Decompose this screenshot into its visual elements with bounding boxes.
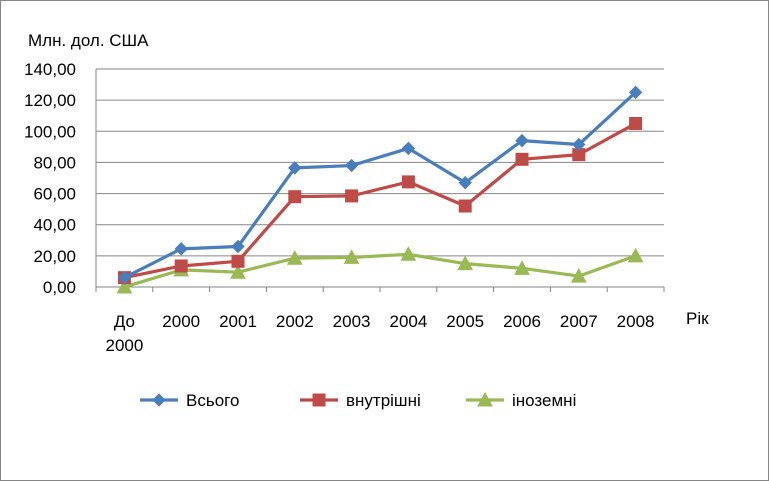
legend-label: Всього [186, 391, 239, 410]
legend-marker [312, 393, 326, 407]
data-point [288, 190, 302, 204]
legend-item: внутрішні [300, 391, 421, 410]
legend-marker [477, 391, 493, 407]
legend: Всього внутрішні іноземні [140, 391, 576, 410]
data-point [458, 175, 472, 190]
y-tick-label: 60,00 [33, 185, 76, 204]
data-point [286, 250, 303, 265]
series-line [123, 91, 637, 280]
x-axis-label: Рік [686, 309, 709, 328]
x-tick-label: 2008 [617, 312, 655, 331]
data-point [117, 270, 132, 285]
data-point [400, 246, 417, 261]
series-line [124, 122, 637, 280]
x-tick-label: 2002 [276, 312, 314, 331]
y-tick-label: 120,00 [24, 91, 76, 110]
y-tick-label: 100,00 [24, 122, 76, 141]
x-tick-label: 2001 [219, 312, 257, 331]
y-tick-label: 80,00 [33, 153, 76, 172]
gridlines [95, 68, 665, 292]
data-point [343, 249, 360, 264]
data-point [116, 278, 133, 294]
legend-item: іноземні [466, 391, 576, 410]
data-point [514, 260, 530, 275]
data-point [457, 255, 474, 271]
series-triangle [116, 246, 644, 294]
y-tick-label: 0,00 [43, 278, 76, 297]
x-tick-labels: До 2000 2000 2001 2002 2003 2004 2005 2006 2007 20… [105, 312, 654, 355]
data-point [174, 259, 188, 273]
data-point [231, 254, 245, 268]
y-tick-label: 20,00 [33, 247, 76, 266]
x-tick-label: 2006 [503, 312, 541, 331]
data-point [572, 137, 586, 152]
legend-label: іноземні [512, 391, 576, 410]
data-point [231, 239, 245, 254]
y-axis-label: Млн. дол. США [28, 31, 149, 50]
series-line [123, 252, 637, 289]
x-tick-label: 2003 [333, 312, 371, 331]
data-point [628, 85, 643, 100]
data-point [401, 175, 415, 189]
data-point [344, 158, 359, 173]
legend-item: Всього [140, 391, 239, 410]
data-point [345, 189, 359, 203]
x-tick-label: До [114, 312, 135, 331]
data-point [401, 141, 416, 156]
data-point [174, 242, 188, 256]
series-diamond [117, 85, 643, 285]
data-point [515, 133, 529, 148]
x-tick-label: 2004 [389, 312, 427, 331]
data-point [515, 152, 529, 166]
x-tick-label: 2005 [446, 312, 484, 331]
data-point [230, 264, 246, 279]
data-point [288, 161, 302, 175]
series-layer [116, 85, 644, 294]
x-tick-label: 2000 [105, 336, 143, 355]
data-point [629, 117, 643, 130]
y-tick-labels: 0,00 20,00 40,00 60,00 80,00 100,00 120,00 140,… [24, 60, 76, 297]
x-tick-label: 2000 [162, 312, 200, 331]
y-tick-label: 140,00 [24, 60, 76, 79]
data-point [627, 247, 644, 263]
data-point [458, 199, 472, 213]
y-tick-label: 40,00 [33, 216, 76, 235]
legend-label: внутрішні [346, 391, 421, 410]
data-point [570, 268, 587, 283]
x-tick-label: 2007 [560, 312, 598, 331]
legend-marker [152, 393, 166, 407]
